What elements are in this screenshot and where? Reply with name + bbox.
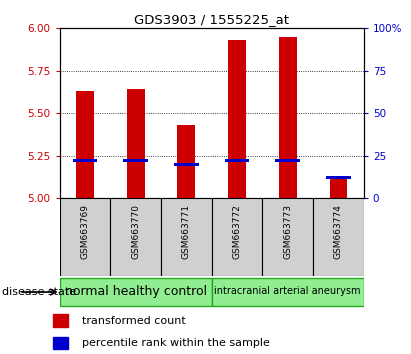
Bar bbox=[161, 198, 212, 276]
Bar bbox=[174, 163, 199, 166]
Bar bbox=[60, 198, 110, 276]
Text: GSM663769: GSM663769 bbox=[81, 205, 90, 259]
Text: intracranial arterial aneurysm: intracranial arterial aneurysm bbox=[215, 286, 361, 296]
Bar bbox=[262, 198, 313, 276]
Text: GSM663770: GSM663770 bbox=[131, 205, 140, 259]
Bar bbox=[76, 91, 94, 198]
Bar bbox=[275, 159, 300, 162]
Bar bbox=[212, 278, 364, 306]
Title: GDS3903 / 1555225_at: GDS3903 / 1555225_at bbox=[134, 13, 289, 26]
Bar bbox=[110, 198, 161, 276]
Bar bbox=[127, 90, 145, 198]
Bar bbox=[60, 278, 212, 306]
Bar bbox=[53, 314, 68, 327]
Bar bbox=[224, 159, 249, 162]
Bar bbox=[123, 159, 148, 162]
Bar bbox=[330, 178, 347, 198]
Bar bbox=[212, 198, 262, 276]
Bar bbox=[313, 198, 364, 276]
Bar bbox=[228, 40, 246, 198]
Text: normal healthy control: normal healthy control bbox=[65, 285, 207, 298]
Bar bbox=[326, 176, 351, 179]
Bar bbox=[53, 337, 68, 349]
Text: GSM663773: GSM663773 bbox=[283, 205, 292, 259]
Text: GSM663771: GSM663771 bbox=[182, 205, 191, 259]
Bar bbox=[279, 37, 297, 198]
Text: percentile rank within the sample: percentile rank within the sample bbox=[82, 338, 270, 348]
Text: disease state: disease state bbox=[2, 287, 76, 297]
Text: GSM663774: GSM663774 bbox=[334, 205, 343, 259]
Bar bbox=[178, 125, 195, 198]
Bar bbox=[72, 159, 97, 162]
Text: transformed count: transformed count bbox=[82, 316, 186, 326]
Text: GSM663772: GSM663772 bbox=[233, 205, 242, 259]
